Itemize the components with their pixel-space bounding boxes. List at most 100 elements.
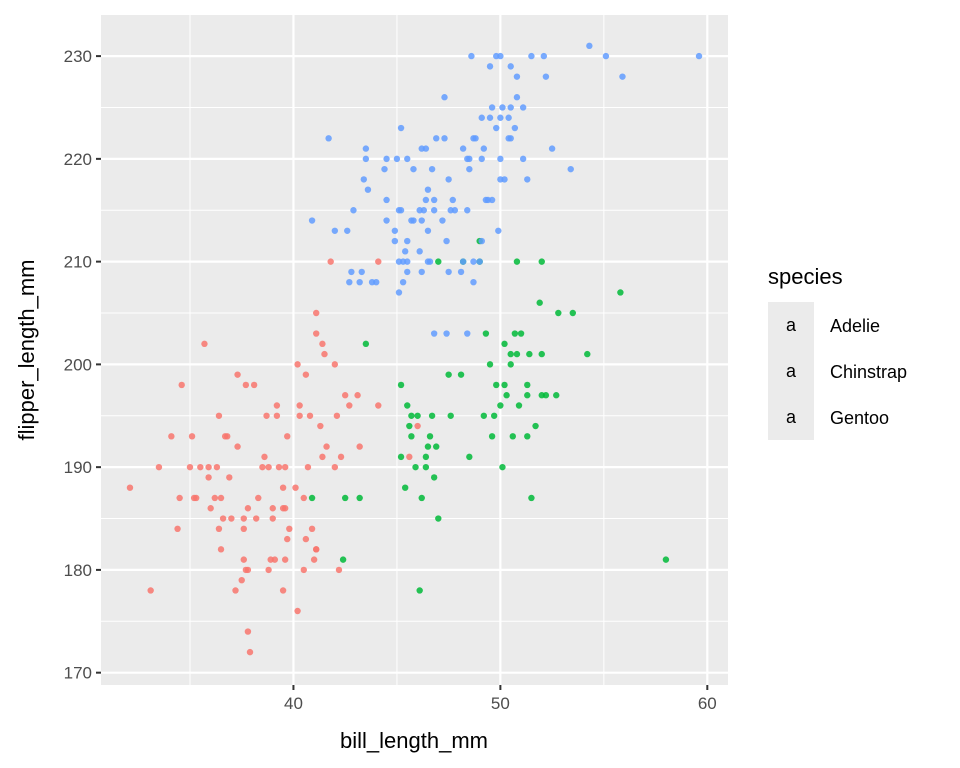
y-tick-label: 220 <box>64 150 92 169</box>
point-chinstrap <box>308 494 316 502</box>
point-gentoo <box>397 207 405 214</box>
point-adelie <box>267 556 274 563</box>
point-adelie <box>375 402 382 409</box>
point-chinstrap <box>428 412 436 419</box>
point-adelie <box>255 494 262 502</box>
point-gentoo <box>346 278 353 286</box>
x-axis-title: bill_length_mm <box>340 728 488 753</box>
data-points <box>126 42 703 656</box>
point-gentoo <box>404 155 411 163</box>
point-chinstrap <box>662 556 670 563</box>
point-gentoo <box>499 104 506 111</box>
point-chinstrap <box>501 340 508 348</box>
point-adelie <box>281 505 289 512</box>
point-adelie <box>259 463 266 471</box>
point-chinstrap <box>435 258 442 265</box>
point-gentoo <box>331 227 339 234</box>
point-adelie <box>341 392 349 399</box>
point-adelie <box>205 474 212 481</box>
point-adelie <box>234 371 241 378</box>
point-adelie <box>304 463 312 471</box>
point-gentoo <box>441 94 448 101</box>
point-gentoo <box>445 268 452 276</box>
point-gentoo <box>540 52 548 60</box>
point-gentoo <box>424 227 432 234</box>
point-gentoo <box>519 104 527 111</box>
point-chinstrap <box>497 402 504 409</box>
point-chinstrap <box>507 361 514 368</box>
point-adelie <box>244 628 252 635</box>
point-chinstrap <box>482 330 490 337</box>
point-chinstrap <box>486 361 494 368</box>
point-chinstrap <box>397 453 405 461</box>
point-gentoo <box>308 217 316 224</box>
point-chinstrap <box>553 392 560 399</box>
point-adelie <box>217 546 225 553</box>
point-gentoo <box>430 207 438 214</box>
point-adelie <box>284 535 291 543</box>
point-chinstrap <box>362 340 370 348</box>
point-gentoo <box>459 258 467 265</box>
point-adelie <box>354 392 361 399</box>
point-adelie <box>246 648 254 656</box>
point-gentoo <box>383 196 390 204</box>
point-gentoo <box>422 145 430 152</box>
point-chinstrap <box>499 463 506 471</box>
point-gentoo <box>695 52 703 60</box>
point-gentoo <box>404 268 411 276</box>
point-chinstrap <box>408 433 415 440</box>
point-chinstrap <box>517 330 525 337</box>
point-adelie <box>279 587 287 594</box>
legend-key-glyph: a <box>786 315 797 335</box>
point-adelie <box>337 453 345 461</box>
point-chinstrap <box>528 494 535 502</box>
point-gentoo <box>466 155 473 163</box>
point-adelie <box>273 402 281 409</box>
y-tick-label: 180 <box>64 561 92 580</box>
point-chinstrap <box>524 381 531 389</box>
point-gentoo <box>383 155 390 163</box>
point-gentoo <box>325 135 332 142</box>
point-adelie <box>331 463 339 471</box>
y-tick-label: 170 <box>64 664 92 683</box>
point-chinstrap <box>466 453 473 461</box>
point-adelie <box>333 412 341 419</box>
point-chinstrap <box>538 258 545 265</box>
point-adelie <box>240 556 247 563</box>
point-gentoo <box>466 165 473 173</box>
x-tick-label: 40 <box>284 694 303 713</box>
point-adelie <box>242 381 250 389</box>
point-chinstrap <box>401 484 409 491</box>
point-chinstrap <box>488 433 496 440</box>
point-adelie <box>190 494 198 502</box>
point-gentoo <box>397 124 405 132</box>
point-gentoo <box>393 155 401 163</box>
point-adelie <box>155 463 163 471</box>
point-gentoo <box>507 104 514 111</box>
point-adelie <box>279 484 287 491</box>
point-gentoo <box>439 217 446 224</box>
point-adelie <box>213 463 221 471</box>
point-gentoo <box>488 104 496 111</box>
point-chinstrap <box>513 350 521 358</box>
point-adelie <box>240 525 247 533</box>
grid-lines <box>101 15 728 685</box>
point-gentoo <box>428 165 436 173</box>
point-gentoo <box>430 330 438 337</box>
point-adelie <box>265 463 272 471</box>
point-adelie <box>294 607 301 615</box>
point-gentoo <box>381 165 388 173</box>
point-gentoo <box>501 176 508 183</box>
point-gentoo <box>362 155 370 163</box>
point-adelie <box>406 453 413 461</box>
point-chinstrap <box>532 422 539 430</box>
point-gentoo <box>468 52 475 60</box>
point-chinstrap <box>339 556 347 563</box>
point-adelie <box>286 525 293 533</box>
point-chinstrap <box>412 463 419 471</box>
point-gentoo <box>360 176 368 183</box>
point-chinstrap <box>404 402 411 409</box>
point-gentoo <box>480 145 488 152</box>
point-adelie <box>219 515 227 522</box>
